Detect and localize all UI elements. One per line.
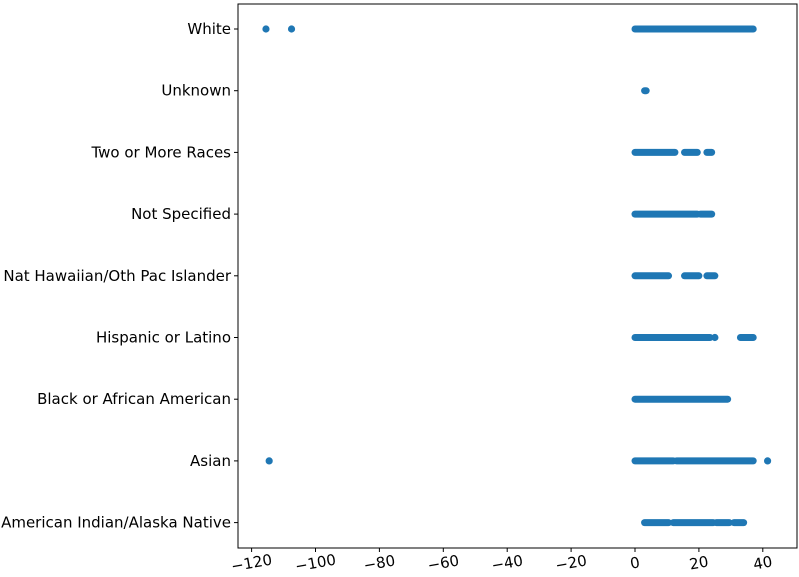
data-points (262, 25, 772, 527)
y-tick-label: Black or African American (37, 390, 231, 408)
y-tick-label: White (187, 20, 231, 38)
x-tick-label: −40 (490, 551, 524, 574)
x-tick-label: −100 (294, 551, 338, 576)
y-tick-label: American Indian/Alaska Native (1, 514, 231, 532)
x-tick-label: −20 (554, 551, 588, 574)
data-point (265, 457, 273, 465)
x-tick-label: −60 (426, 551, 460, 574)
y-tick-label: Not Specified (131, 205, 231, 223)
x-axis-ticks (251, 548, 764, 552)
data-point (262, 25, 270, 33)
x-tick-label: 20 (688, 552, 710, 573)
y-tick-label: Nat Hawaiian/Oth Pac Islander (3, 267, 231, 285)
y-axis-ticks (234, 28, 238, 524)
x-tick-label: −80 (362, 551, 396, 574)
data-point (763, 457, 772, 465)
plot-area-frame (237, 3, 798, 549)
y-tick-label: Two or More Races (90, 143, 231, 161)
x-tick-label: 40 (752, 552, 774, 573)
data-point (711, 333, 719, 342)
y-tick-label: Unknown (161, 82, 231, 100)
y-tick-label: Hispanic or Latino (96, 329, 231, 347)
data-point (287, 25, 296, 33)
x-tick-label: 0 (629, 553, 642, 572)
x-axis-labels: −120 −100 −80 −60 −40 −20 0 20 40 (230, 551, 774, 576)
y-axis-labels: American Indian/Alaska Native Asian Black … (1, 20, 232, 532)
y-tick-label: Asian (190, 452, 231, 470)
x-tick-label: −120 (230, 551, 274, 576)
